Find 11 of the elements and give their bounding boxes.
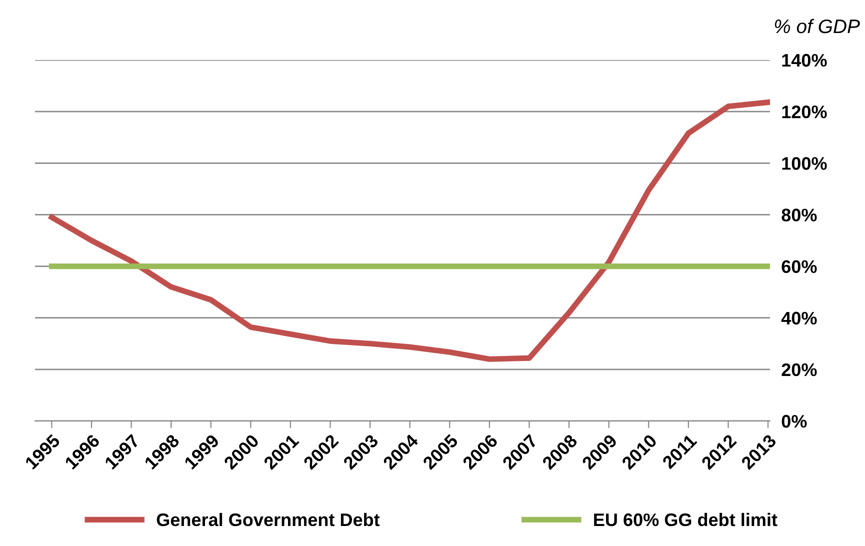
y-tick-label: 0%: [782, 414, 807, 428]
y-tick-label: 40%: [781, 312, 817, 325]
legend-label: EU 60% GG debt limit: [594, 512, 778, 526]
y-tick-label: 120%: [782, 106, 827, 118]
y-tick-label: 80%: [782, 208, 817, 222]
y-tick-label: 100%: [782, 157, 827, 170]
y-tick-label: 140%: [782, 54, 827, 67]
y-tick-label: 60%: [782, 260, 817, 274]
legend-label: General Government Debt: [156, 512, 380, 526]
y-axis-title: % of GDP: [774, 18, 860, 34]
y-tick-label: 20%: [782, 363, 817, 376]
